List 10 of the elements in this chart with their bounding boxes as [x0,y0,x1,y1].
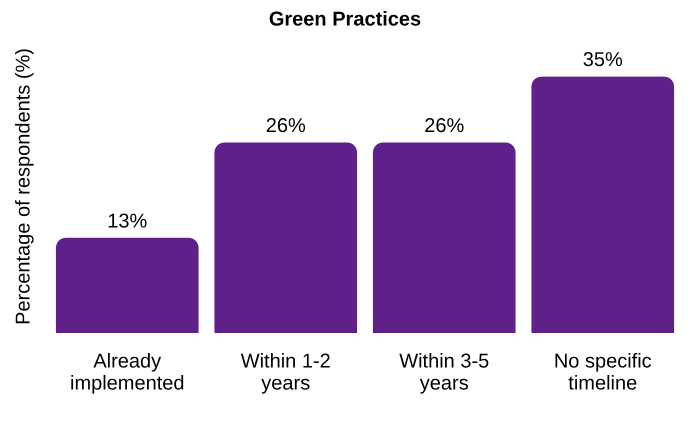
data-label: 35% [582,49,623,72]
y-axis-title: Percentage of respondents (%) [12,48,35,325]
x-tick-label: No specific timeline [554,350,652,395]
data-label: 13% [107,210,148,232]
x-tick-label: Within 3-5 years [399,350,490,395]
data-label: 26% [424,115,464,138]
x-tick-label: Already implemented [70,350,185,395]
x-tick-label: Within 1-2 years [240,350,331,395]
chart-title: Green Practices [268,8,422,31]
data-label: 26% [266,115,306,138]
